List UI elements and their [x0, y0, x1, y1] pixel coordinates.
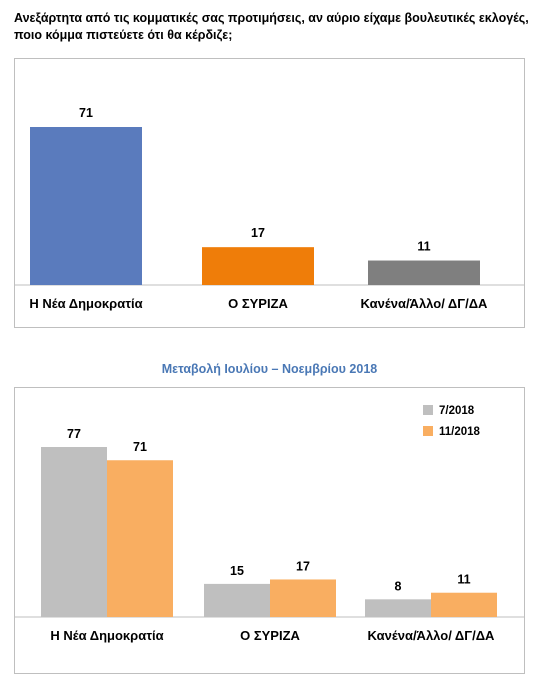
- bar-0: [30, 127, 142, 285]
- data-label-1-1: 17: [296, 559, 310, 573]
- data-label-1-0: 71: [133, 440, 147, 454]
- data-label-0: 71: [79, 106, 93, 120]
- question-title: Ανεξάρτητα από τις κομματικές σας προτιμ…: [14, 11, 529, 42]
- bar-2: [368, 260, 480, 285]
- category-label-1: Ο ΣΥΡΙΖΑ: [240, 628, 300, 643]
- legend-label-0: 7/2018: [439, 405, 475, 417]
- bar-chart-comparison: 77 71 Η Νέα Δημοκρατία 15 17 Ο ΣΥΡΙΖΑ 8 11 Κανέν…: [15, 405, 524, 643]
- bar-1-1: [270, 579, 336, 617]
- data-label-0-1: 15: [230, 564, 244, 578]
- bar-0-2: [365, 599, 431, 617]
- legend-swatch-0: [423, 405, 433, 415]
- category-label-2: Κανένα/Άλλο/ ΔΓ/ΔΑ: [368, 628, 495, 643]
- category-label-1: Ο ΣΥΡΙΖΑ: [228, 296, 288, 311]
- bar-1-2: [431, 592, 497, 617]
- legend-label-1: 11/2018: [439, 426, 481, 438]
- data-label-1: 17: [251, 226, 265, 240]
- chart-subtitle: Μεταβολή Ιουλίου – Νοεμβρίου 2018: [161, 362, 378, 376]
- chart-panel-current: 71 Η Νέα Δημοκρατία 17 Ο ΣΥΡΙΖΑ 11 Κανένα/Άλλ…: [14, 58, 525, 328]
- bar-0-1: [204, 583, 270, 617]
- bar-chart-current: 71 Η Νέα Δημοκρατία 17 Ο ΣΥΡΙΖΑ 11 Κανένα/Άλλ…: [15, 106, 524, 311]
- data-label-0-0: 77: [67, 427, 81, 441]
- data-label-2: 11: [417, 240, 430, 254]
- bar-0-0: [41, 447, 107, 617]
- category-label-0: Η Νέα Δημοκρατία: [29, 296, 142, 311]
- category-label-0: Η Νέα Δημοκρατία: [50, 628, 163, 643]
- data-label-0-2: 8: [395, 579, 402, 593]
- category-label-2: Κανένα/Άλλο/ ΔΓ/ΔΑ: [361, 296, 488, 311]
- legend-swatch-1: [423, 426, 433, 436]
- data-label-1-2: 11: [457, 573, 470, 587]
- bar-1: [202, 247, 314, 285]
- bar-1-0: [107, 460, 173, 617]
- chart-panel-comparison: 77 71 Η Νέα Δημοκρατία 15 17 Ο ΣΥΡΙΖΑ 8 11 Κανέν…: [14, 387, 525, 674]
